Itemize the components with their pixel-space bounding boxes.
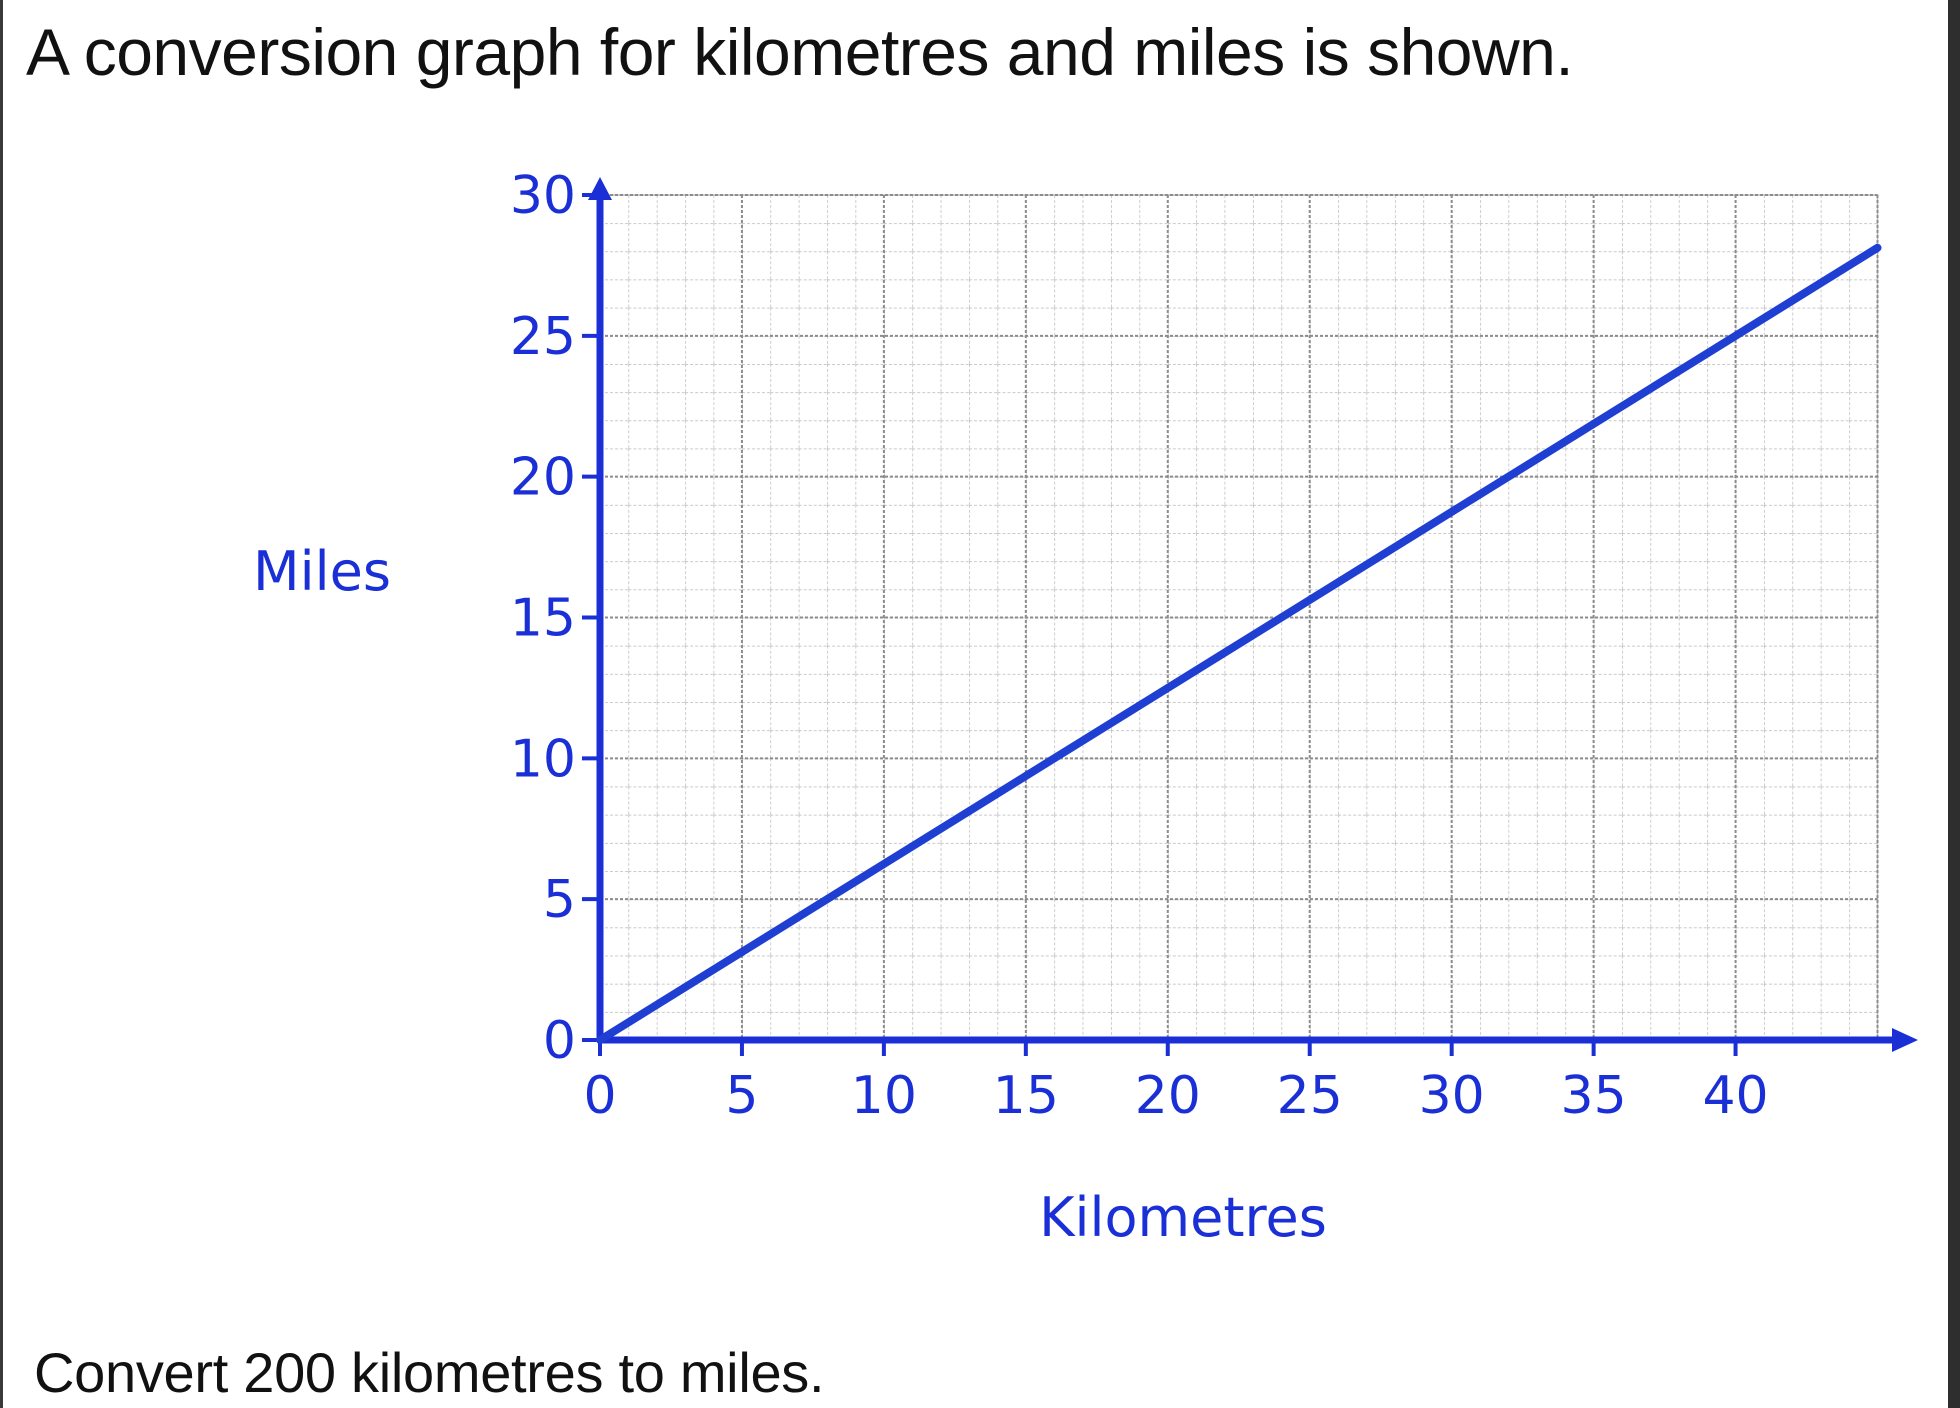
series <box>596 243 1882 1044</box>
y-tick-label: 25 <box>510 307 576 367</box>
ticks: 0 5 10 15 20 25 30 35 40 0 5 10 15 20 25 30 <box>510 166 1769 1126</box>
x-axis-arrow <box>1892 1028 1918 1052</box>
question-text: A conversion graph for kilometres and mi… <box>26 15 1574 89</box>
x-tick-label: 40 <box>1702 1066 1768 1126</box>
x-tick-label: 0 <box>583 1066 616 1126</box>
y-tick-label: 15 <box>510 589 576 649</box>
x-tick-label: 20 <box>1135 1066 1201 1126</box>
conversion-line <box>596 243 1882 1044</box>
y-tick-label: 0 <box>543 1011 576 1071</box>
y-tick-label: 5 <box>543 870 576 930</box>
right-border <box>1948 0 1960 1408</box>
x-tick-label: 25 <box>1277 1066 1343 1126</box>
x-tick-label: 10 <box>851 1066 917 1126</box>
x-tick-label: 30 <box>1419 1066 1485 1126</box>
y-tick-label: 20 <box>510 448 576 508</box>
task-text: Convert 200 kilometres to miles. <box>34 1341 825 1404</box>
x-tick-label: 15 <box>993 1066 1059 1126</box>
x-tick-label: 35 <box>1561 1066 1627 1126</box>
major-gridlines <box>600 194 1879 1040</box>
y-axis-label: Miles <box>253 540 391 603</box>
x-tick-label: 5 <box>725 1066 758 1126</box>
x-axis-label: Kilometres <box>1039 1186 1327 1249</box>
left-border <box>0 0 3 1408</box>
y-tick-label: 30 <box>510 166 576 226</box>
y-tick-label: 10 <box>510 729 576 789</box>
